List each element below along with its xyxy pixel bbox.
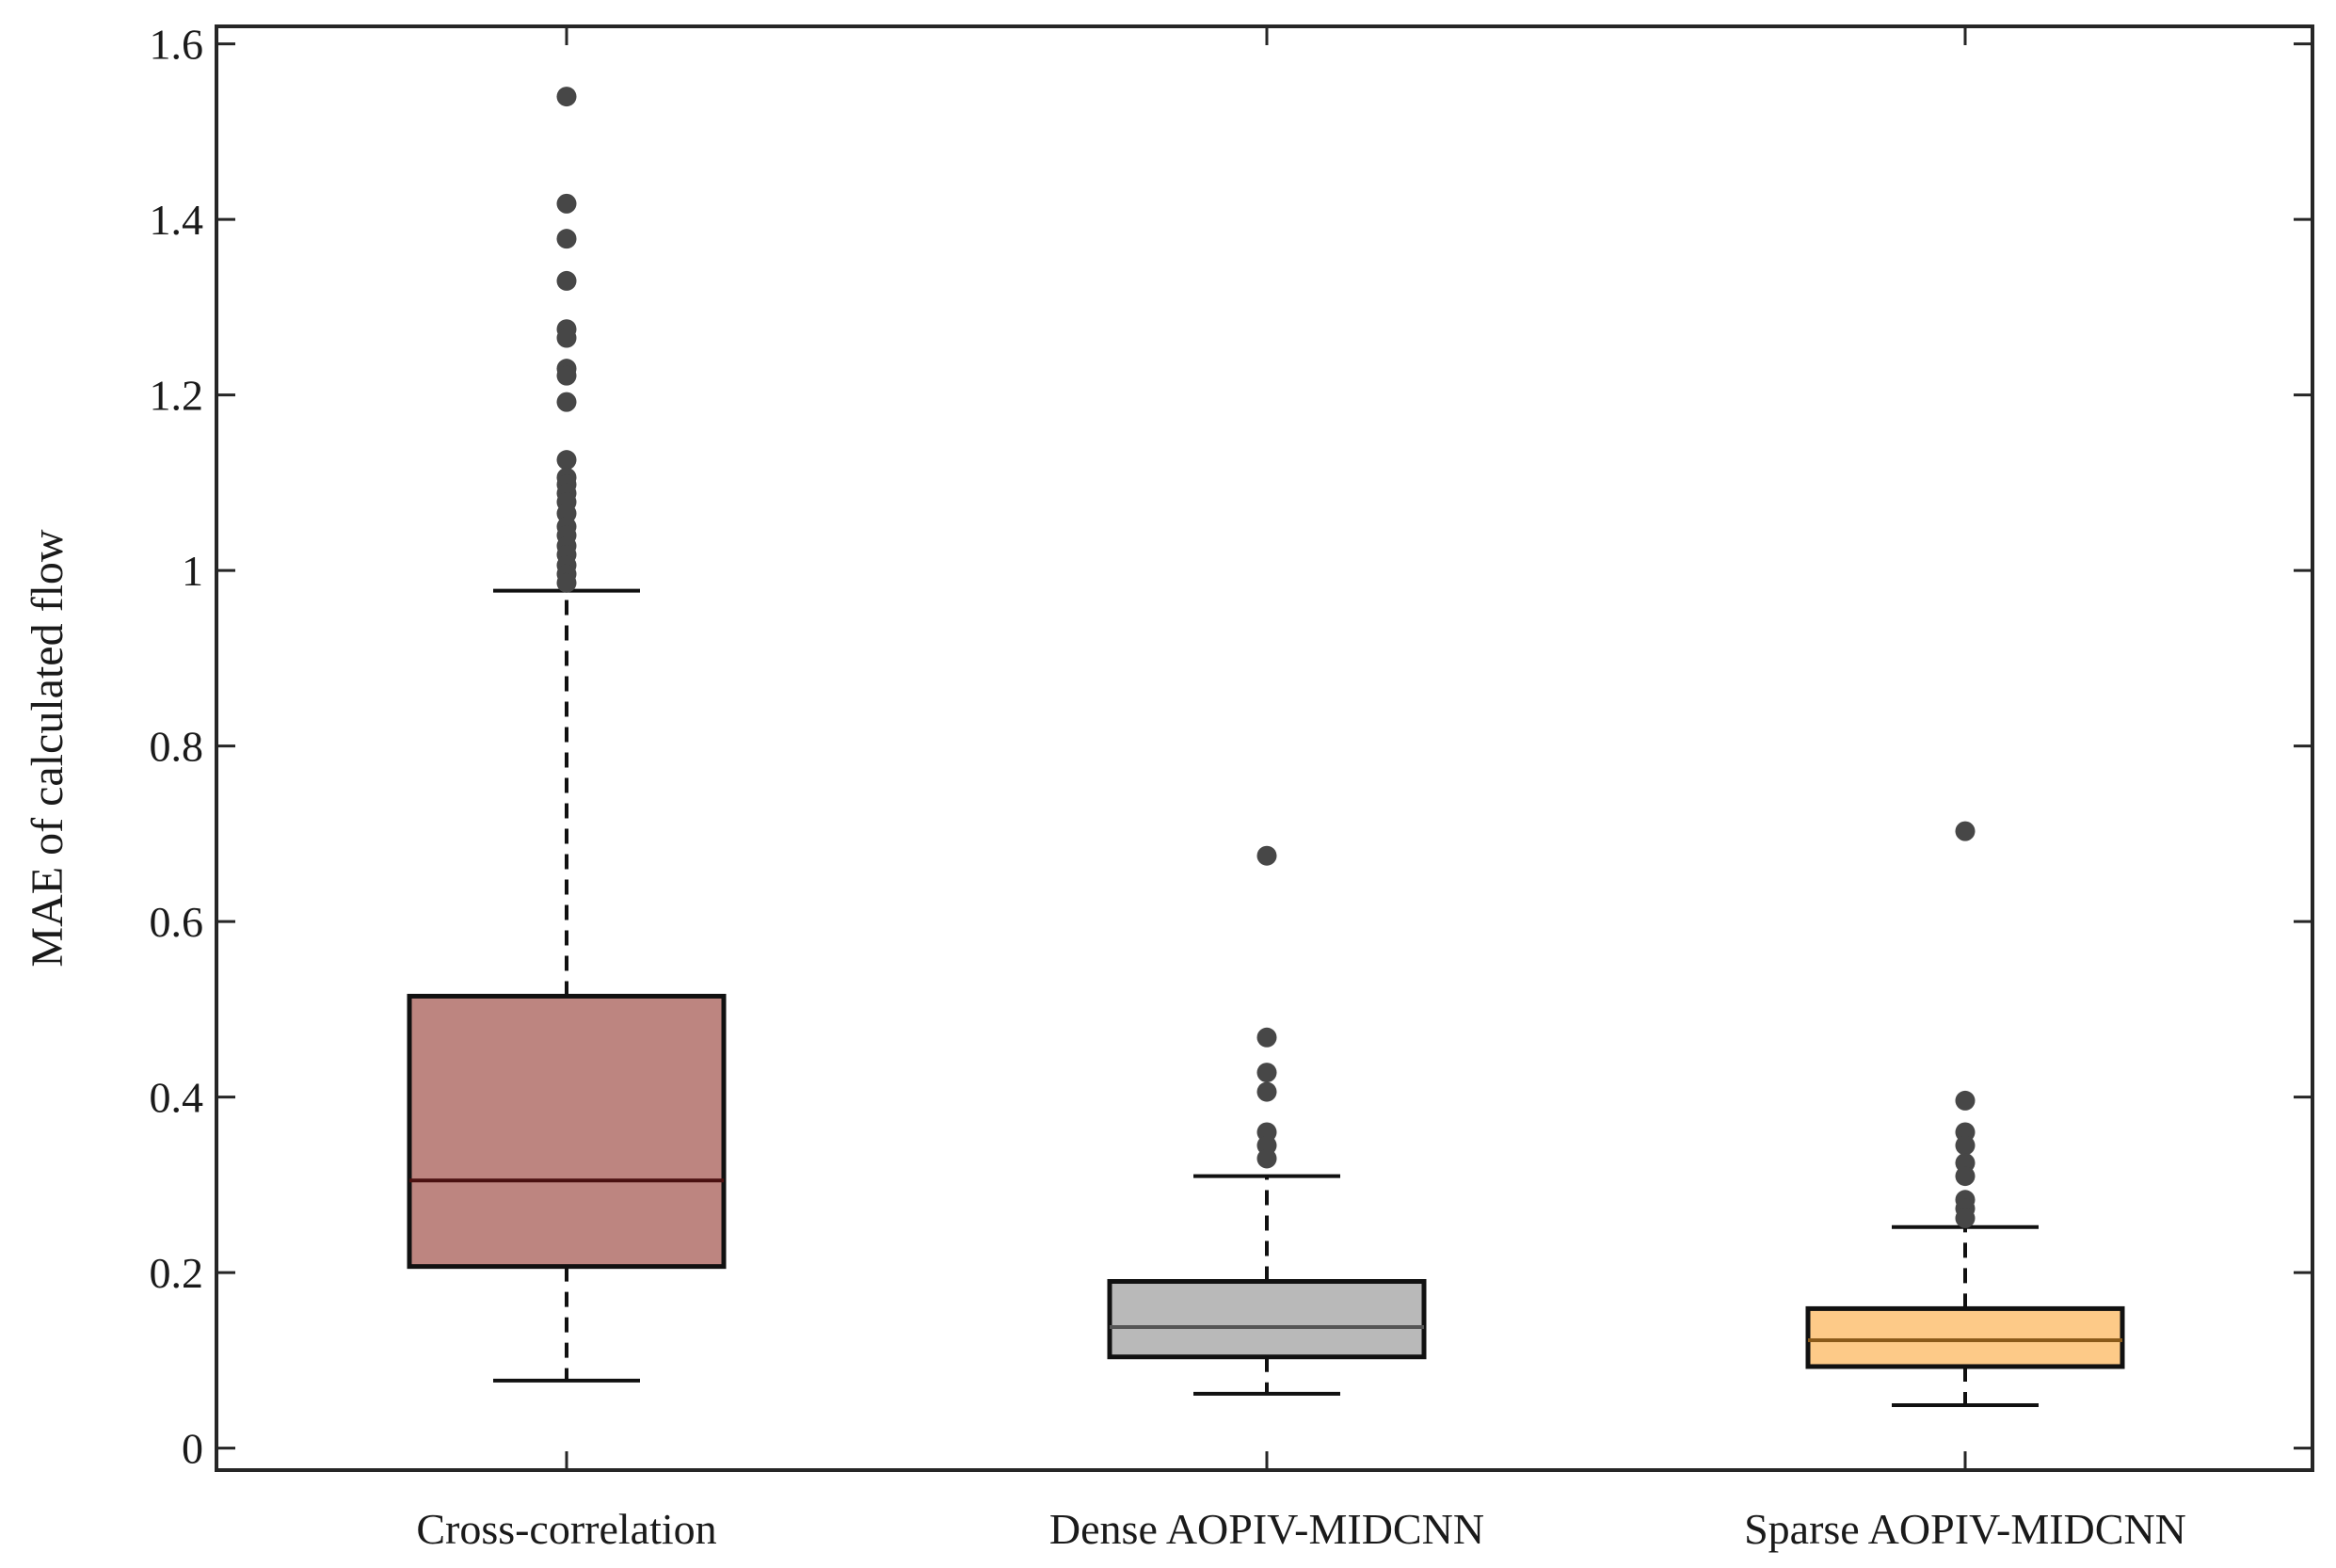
outlier-point bbox=[556, 328, 577, 348]
outlier-point bbox=[556, 450, 577, 471]
y-tick-label: 1.6 bbox=[150, 21, 204, 69]
y-tick-labels: 0 0.2 0.4 0.6 0.8 1 1.2 1.4 1.6 bbox=[150, 21, 204, 1473]
outlier-point bbox=[556, 270, 577, 291]
outlier-point bbox=[1256, 1063, 1277, 1083]
outlier-point bbox=[1256, 1027, 1277, 1048]
box-series bbox=[407, 87, 727, 1383]
y-tick-label: 0.2 bbox=[150, 1249, 204, 1297]
y-tick-label: 1 bbox=[182, 547, 203, 595]
x-tick-label: Dense AOPIV-MIDCNN bbox=[1049, 1505, 1484, 1553]
box-iqr bbox=[1107, 1279, 1427, 1360]
box-series bbox=[1107, 845, 1427, 1396]
x-tick-label: Sparse AOPIV-MIDCNN bbox=[1744, 1505, 2186, 1553]
y-tick-label: 0 bbox=[182, 1425, 203, 1473]
outlier-point bbox=[556, 229, 577, 249]
outlier-point bbox=[556, 193, 577, 214]
x-tick-labels: Cross-correlation Dense AOPIV-MIDCNN Spars… bbox=[416, 1505, 2186, 1553]
y-tick-label: 0.6 bbox=[150, 898, 204, 946]
axes-frame bbox=[215, 24, 2314, 1472]
y-tick-label: 0.4 bbox=[150, 1074, 204, 1122]
box-iqr bbox=[1805, 1305, 2125, 1369]
y-axis-label: MAE of calculated flow bbox=[23, 529, 72, 968]
x-tick-marks bbox=[565, 26, 1967, 1470]
x-tick-label: Cross-correlation bbox=[416, 1505, 716, 1553]
outlier-point bbox=[1256, 1148, 1277, 1169]
outlier-point bbox=[1955, 1208, 1976, 1228]
outlier-point bbox=[1256, 1081, 1277, 1102]
boxes bbox=[407, 87, 2125, 1407]
y-tick-label: 0.8 bbox=[150, 723, 204, 771]
outlier-point bbox=[1955, 1090, 1976, 1111]
outlier-point bbox=[1955, 1135, 1976, 1156]
outlier-point bbox=[556, 87, 577, 107]
outlier-point bbox=[556, 572, 577, 593]
y-tick-label: 1.4 bbox=[150, 196, 204, 244]
outlier-point bbox=[556, 365, 577, 386]
y-tick-marks bbox=[216, 42, 2312, 1450]
outlier-point bbox=[1256, 845, 1277, 866]
box-iqr bbox=[407, 993, 727, 1270]
outlier-point bbox=[1955, 821, 1976, 841]
outlier-point bbox=[1955, 1166, 1976, 1187]
box-series bbox=[1805, 821, 2125, 1407]
outlier-point bbox=[556, 392, 577, 412]
y-tick-label: 1.2 bbox=[150, 372, 204, 420]
